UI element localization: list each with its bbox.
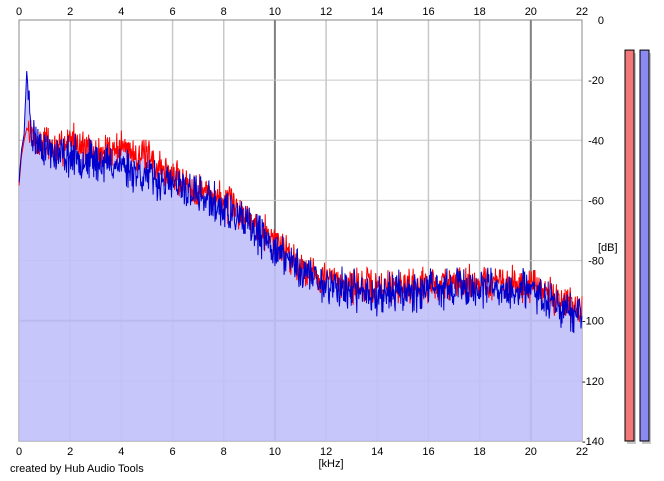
level-meters xyxy=(624,49,651,444)
x-tick-label-bottom: 10 xyxy=(269,446,281,458)
x-tick-label-bottom: 6 xyxy=(169,446,175,458)
x-tick-label-bottom: 12 xyxy=(320,446,332,458)
x-tick-label-top: 0 xyxy=(16,6,22,18)
x-tick-label-bottom: 20 xyxy=(525,446,537,458)
y-tick-label: -60 xyxy=(588,195,604,207)
x-tick-label-top: 12 xyxy=(320,6,332,18)
y-tick-label: -80 xyxy=(588,256,604,268)
y-tick-label: 0 xyxy=(598,15,604,27)
level-meter-bar xyxy=(639,49,650,442)
credit-text: created by Hub Audio Tools xyxy=(10,463,144,475)
level-meter-bar xyxy=(624,49,635,442)
x-tick-label-top: 2 xyxy=(67,6,73,18)
x-tick-label-bottom: 18 xyxy=(474,446,486,458)
x-tick-label-bottom: 16 xyxy=(422,446,434,458)
x-tick-label-top: 4 xyxy=(118,6,124,18)
y-tick-label: -20 xyxy=(588,75,604,87)
x-tick-label-bottom: 2 xyxy=(67,446,73,458)
x-tick-label-bottom: 4 xyxy=(118,446,124,458)
x-tick-label-bottom: 0 xyxy=(16,446,22,458)
x-tick-label-top: 18 xyxy=(474,6,486,18)
x-tick-label-top: 14 xyxy=(371,6,383,18)
y-tick-label: -100 xyxy=(582,316,604,328)
series-line-right-channel xyxy=(18,71,583,334)
x-tick-label-top: 20 xyxy=(525,6,537,18)
x-tick-label-top: 16 xyxy=(422,6,434,18)
x-tick-label-top: 8 xyxy=(221,6,227,18)
x-tick-label-top: 10 xyxy=(269,6,281,18)
x-tick-label-top: 6 xyxy=(169,6,175,18)
x-tick-label-top: 22 xyxy=(576,6,588,18)
x-tick-label-bottom: 8 xyxy=(221,446,227,458)
axis-tick-labels: 002244668810101212141416161818202022220-… xyxy=(16,6,604,458)
y-tick-label: -120 xyxy=(582,376,604,388)
y-tick-label: -40 xyxy=(588,135,604,147)
x-axis-label: [kHz] xyxy=(318,458,343,470)
y-tick-label: -140 xyxy=(582,436,604,448)
y-axis-label: [dB] xyxy=(598,242,618,254)
x-tick-label-bottom: 14 xyxy=(371,446,383,458)
x-tick-label-bottom: 22 xyxy=(576,446,588,458)
spectrum-fill-area xyxy=(19,71,582,441)
